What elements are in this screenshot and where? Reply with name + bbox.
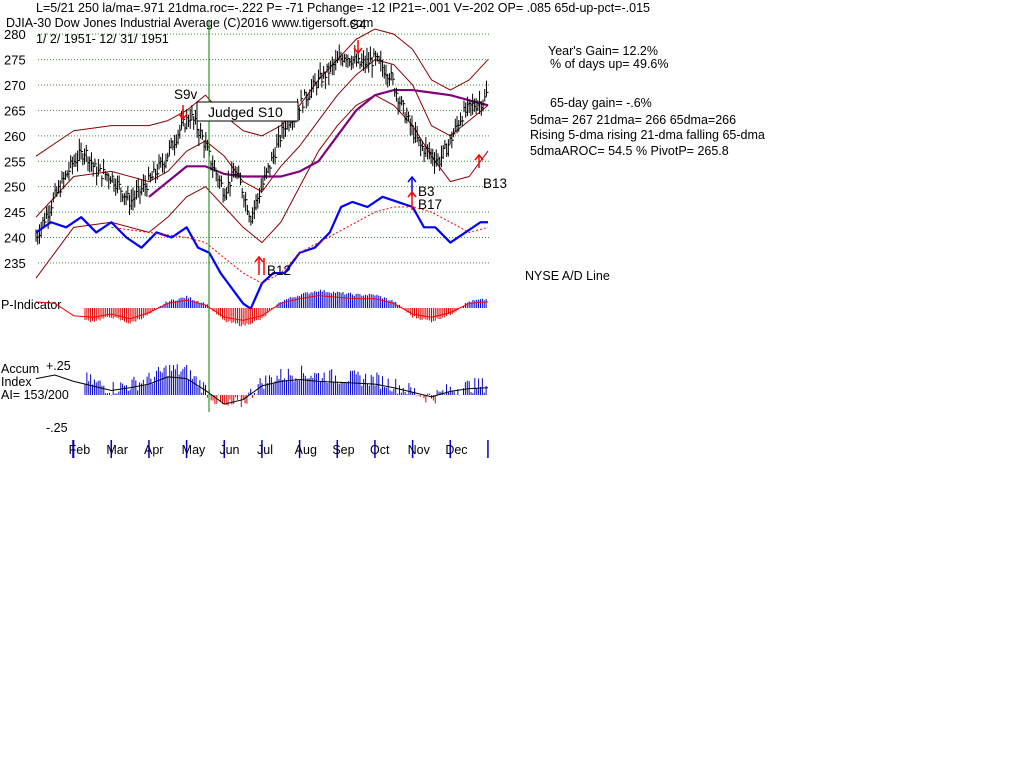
month-label: Sep bbox=[332, 443, 354, 457]
minus-25-label: -.25 bbox=[46, 421, 68, 435]
month-label: Dec bbox=[445, 443, 467, 457]
month-label: Aug bbox=[295, 443, 317, 457]
signal-label-b12: B12 bbox=[267, 263, 291, 278]
signal-arrowhead-b13 bbox=[474, 153, 484, 161]
signal-arrowhead-s4 bbox=[353, 47, 363, 55]
y-tick-label: 245 bbox=[4, 205, 26, 220]
y-tick-label: 265 bbox=[4, 103, 26, 118]
date-range: 1/ 2/ 1951- 12/ 31/ 1951 bbox=[36, 32, 169, 46]
judged-box bbox=[196, 101, 299, 122]
trend-text: Rising 5-dma rising 21-dma falling 65-dm… bbox=[530, 128, 765, 142]
month-label: Jul bbox=[257, 443, 273, 457]
y-tick-label: 240 bbox=[4, 231, 26, 246]
index-label: Index bbox=[1, 375, 32, 389]
signal-arrowhead-s9v bbox=[178, 113, 188, 121]
signal-label-s9v: S9v bbox=[174, 87, 198, 102]
judged-label: Judged S10 bbox=[208, 104, 283, 120]
ai-label: AI= 153/200 bbox=[1, 388, 69, 402]
month-label: Apr bbox=[144, 443, 163, 457]
years-gain: Year's Gain= 12.2% bbox=[548, 44, 658, 58]
y-tick-label: 250 bbox=[4, 180, 26, 195]
month-label: Mar bbox=[106, 443, 128, 457]
signal-label-b3: B3 bbox=[418, 184, 435, 199]
p-indicator-bar-smooth-line bbox=[35, 295, 489, 321]
signal-label-b13: B13 bbox=[483, 176, 507, 191]
accum-index-layer bbox=[35, 364, 489, 407]
ad-ma-line bbox=[111, 206, 489, 284]
ma65-line bbox=[148, 88, 489, 198]
ma65-layer bbox=[148, 88, 489, 198]
plus-25-label: +.25 bbox=[46, 359, 71, 373]
month-label: May bbox=[182, 443, 206, 457]
y-tick-label: 260 bbox=[4, 129, 26, 144]
signal-label-s4: S4 bbox=[350, 17, 367, 32]
signal-arrowhead-b12 bbox=[254, 255, 264, 263]
gain-65-day: 65-day gain= -.6% bbox=[550, 96, 652, 110]
price-bars-layer bbox=[35, 44, 489, 245]
accum-index-bar-smooth-line bbox=[35, 374, 489, 405]
aroc-pivot: 5dmaAROC= 54.5 % PivotP= 265.8 bbox=[530, 144, 729, 158]
y-tick-label: 280 bbox=[4, 27, 26, 42]
dma-values: 5dma= 267 21dma= 266 65dma=266 bbox=[530, 113, 736, 127]
header-stats-line: L=5/21 250 la/ma=.971 21dma.roc=-.222 P=… bbox=[36, 1, 650, 15]
nyse-ad-label: NYSE A/D Line bbox=[525, 269, 610, 283]
signal-label-b17: B17 bbox=[418, 197, 442, 212]
ad-line bbox=[35, 195, 488, 310]
month-axis: Feb Mar Apr May Jun Jul Aug Sep Oct Nov Dec bbox=[69, 440, 489, 458]
chart-title: DJIA-30 Dow Jones Industrial Average (C)… bbox=[6, 16, 373, 30]
y-tick-label: 255 bbox=[4, 154, 26, 169]
month-label: Nov bbox=[408, 443, 431, 457]
middle-band-line bbox=[35, 59, 489, 218]
accum-label: Accum bbox=[1, 362, 39, 376]
month-label: Feb bbox=[69, 443, 91, 457]
y-tick-label: 270 bbox=[4, 78, 26, 93]
p-indicator-label: P-Indicator bbox=[1, 298, 61, 312]
month-label: Oct bbox=[370, 443, 390, 457]
y-tick-labels: 280 275 270 265 260 255 250 245 240 235 bbox=[4, 27, 26, 271]
ad-line-layer bbox=[35, 195, 489, 310]
signal-arrowhead-b17 bbox=[407, 190, 417, 198]
y-tick-label: 235 bbox=[4, 256, 26, 271]
p-indicator-layer bbox=[35, 289, 489, 327]
month-label: Jun bbox=[219, 443, 239, 457]
signal-arrowhead-b3 bbox=[407, 175, 417, 183]
days-up: % of days up= 49.6% bbox=[550, 57, 668, 71]
y-tick-label: 275 bbox=[4, 53, 26, 68]
